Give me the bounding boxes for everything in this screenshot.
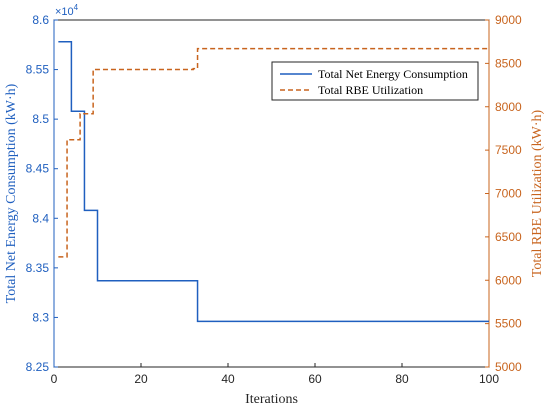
x-tick-label: 80: [395, 372, 409, 386]
left-tick-label: 8.25: [26, 360, 50, 374]
x-axis: 0 20 40 60 80 100: [51, 363, 499, 386]
x-axis-label: Iterations: [245, 392, 298, 407]
x-tick-label: 60: [308, 372, 322, 386]
left-axis-exponent: ×104: [55, 3, 79, 18]
left-tick-label: 8.35: [26, 261, 50, 275]
x-tick-label: 0: [51, 372, 58, 386]
right-tick-label: 6500: [495, 230, 522, 244]
x-tick-label: 40: [221, 372, 235, 386]
left-tick-label: 8.4: [32, 211, 49, 225]
right-tick-label: 8000: [495, 100, 522, 114]
right-tick-label: 6000: [495, 273, 522, 287]
left-tick-label: 8.55: [26, 63, 50, 77]
series-line-rbe: [58, 47, 489, 258]
right-tick-label: 8500: [495, 56, 522, 70]
right-tick-label: 7000: [495, 187, 522, 201]
left-tick-label: 8.45: [26, 162, 50, 176]
right-tick-label: 7500: [495, 143, 522, 157]
right-tick-label: 5000: [495, 360, 522, 374]
x-tick-label: 20: [134, 372, 148, 386]
left-y-axis-label: Total Net Energy Consumption (kW·h): [4, 83, 19, 303]
left-tick-label: 8.6: [32, 13, 49, 27]
exponent-power: 4: [74, 3, 79, 12]
series-line-consumption: [58, 41, 489, 323]
left-y-axis: 8.25 8.3 8.35 8.4 8.45 8.5 8.55 8.6: [26, 13, 58, 374]
left-tick-label: 8.3: [32, 310, 49, 324]
legend-label-rbe: Total RBE Utilization: [318, 83, 423, 97]
right-tick-label: 9000: [495, 13, 522, 27]
right-tick-label: 5500: [495, 317, 522, 331]
right-y-axis: 5000 5500 6000 6500 7000 7500 8000 8500 9000: [485, 13, 522, 374]
right-y-axis-label: Total RBE Utilization (kW·h): [530, 109, 545, 277]
legend-box: [271, 61, 479, 101]
series-layer: [58, 41, 489, 323]
x-tick-label: 100: [479, 372, 499, 386]
legend: Total Net Energy Consumption Total RBE U…: [271, 61, 479, 101]
exponent-base: ×10: [55, 6, 74, 18]
legend-label-consumption: Total Net Energy Consumption: [318, 67, 468, 81]
left-tick-label: 8.5: [32, 112, 49, 126]
